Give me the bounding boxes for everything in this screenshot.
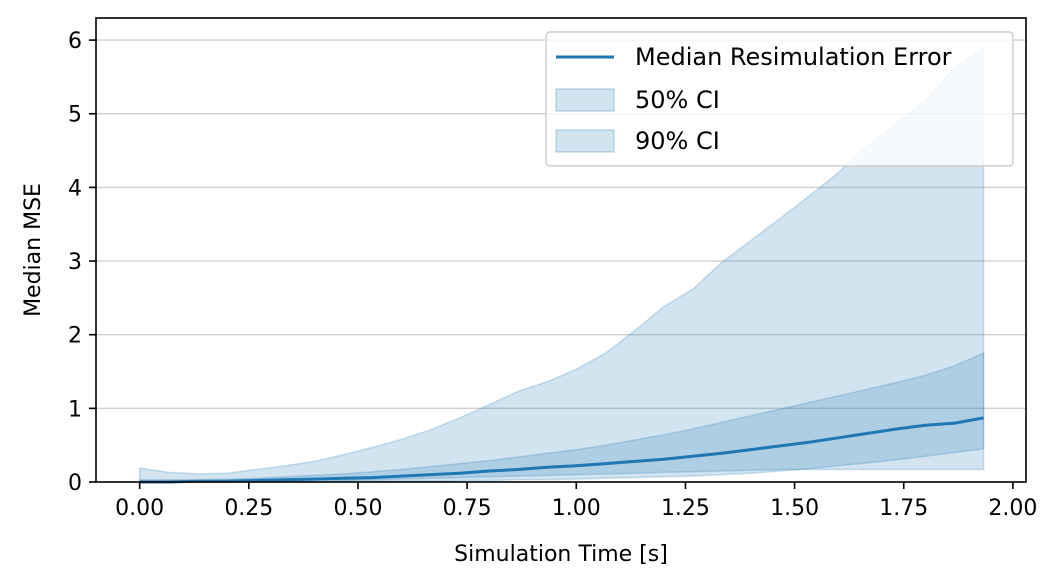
x-tick-label: 0.50 (333, 496, 382, 521)
line-layer (139, 416, 984, 484)
legend-frame (545, 31, 1014, 167)
band-50ci (138, 351, 985, 483)
y-tick-label: 1 (68, 397, 82, 422)
x-tick-label: 1.00 (552, 496, 601, 521)
y-tick-label: 4 (68, 176, 82, 201)
x-tick-label: 1.75 (879, 496, 928, 521)
x-tick-label: 0.75 (443, 496, 492, 521)
x-tick-label: 1.25 (661, 496, 710, 521)
legend-band90-swatch (555, 129, 615, 153)
y-tick-label: 6 (68, 29, 82, 54)
x-tick-label: 0.00 (115, 496, 164, 521)
y-axis-title: Median MSE (21, 183, 46, 317)
x-tick-label: 0.25 (224, 496, 273, 521)
y-axis: 0 1 2 3 4 5 6 (68, 29, 96, 496)
plot-frame (95, 17, 1027, 483)
x-axis: 0.00 0.25 0.50 0.75 1.00 1.25 1.50 1.75 2.00 (115, 482, 1037, 521)
x-tick-label: 1.50 (770, 496, 819, 521)
x-axis-title: Simulation Time [s] (454, 542, 668, 567)
legend-band50-swatch (555, 88, 615, 112)
y-tick-label: 3 (68, 250, 82, 275)
y-tick-label: 2 (68, 324, 82, 349)
legend-label-90ci: 90% CI (635, 127, 720, 155)
legend: Median Resimulation Error 50% CI 90% CI (545, 31, 1014, 167)
median-line (139, 416, 984, 484)
x-tick-label: 2.00 (988, 496, 1037, 521)
legend-label-50ci: 50% CI (635, 86, 720, 114)
y-tick-label: 0 (68, 471, 82, 496)
legend-label-median: Median Resimulation Error (635, 43, 952, 71)
y-tick-label: 5 (68, 103, 82, 128)
